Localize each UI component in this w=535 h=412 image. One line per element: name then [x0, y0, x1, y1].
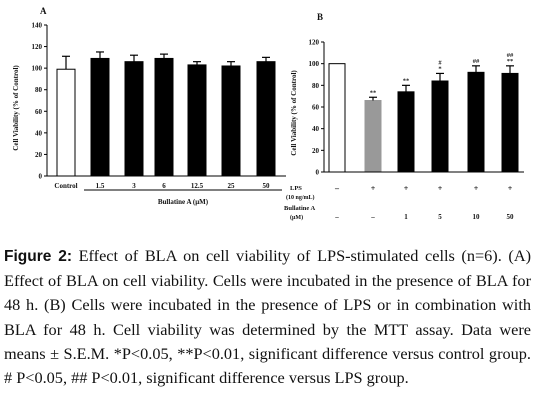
panel-b-bar — [328, 63, 346, 173]
panel-b-bar — [431, 80, 449, 173]
panel-a-bar — [90, 57, 110, 177]
panel-b-bar — [364, 100, 382, 173]
panel-a-y-tick-label: 140 — [32, 22, 43, 30]
panel-a-bar — [56, 68, 76, 177]
panel-b-y-tick-label: 20 — [312, 147, 320, 155]
panel-b-bar — [397, 91, 415, 173]
panel-a-x-tick-label: Control — [54, 182, 77, 190]
panel-a-y-tick-label: 100 — [32, 65, 43, 73]
panel-b-chart: B Cell Viability (% of Control) 0 20 40 60 8… — [284, 12, 524, 221]
panel-a-y-tick-label: 0 — [39, 173, 43, 181]
panel-a-bar — [221, 65, 241, 177]
panel-b-y-tick-label: 0 — [316, 169, 320, 177]
panel-b-significance-marker: ## ** — [507, 52, 514, 65]
panel-b-bullatine-value: – — [370, 213, 375, 221]
panel-a-x-tick-label: 12.5 — [191, 182, 204, 190]
panel-b-lps-value: + — [508, 184, 513, 193]
panel-b-lps-value: + — [438, 184, 443, 193]
panel-b-bar — [501, 72, 519, 173]
caption-label: Figure 2: — [4, 248, 72, 265]
panel-b-label: B — [317, 12, 323, 22]
panel-b-row2-label: Bullatine A — [284, 205, 316, 212]
panel-a-y-tick-label: 40 — [35, 129, 43, 137]
panel-a-x-tick-label: 1.5 — [96, 182, 105, 190]
panel-b-y-tick-label: 120 — [309, 39, 320, 47]
panel-a-x-tick-label: 25 — [228, 182, 236, 190]
panel-b-row2-sublabel: (μM) — [290, 214, 303, 221]
panel-b-row1-sublabel: (10 ng/mL) — [286, 194, 315, 201]
panel-a-bar — [154, 57, 174, 177]
panel-a-x-tick-label: 3 — [132, 182, 136, 190]
panel-b-bullatine-value: 1 — [404, 213, 408, 221]
panel-b-lps-value: – — [334, 184, 340, 193]
panel-a-y-tick-label: 120 — [32, 43, 43, 51]
panel-b-y-tick-label: 40 — [312, 125, 320, 133]
figure-caption: Figure 2: Effect of BLA on cell viabilit… — [4, 244, 531, 390]
panel-a-bar — [124, 61, 144, 177]
panel-b-y-tick-label: 100 — [309, 60, 320, 68]
caption-text: Effect of BLA on cell viability of LPS-s… — [4, 246, 531, 388]
panel-b-bullatine-value: 10 — [473, 213, 481, 221]
panel-a-chart: A Cell Viability (% of Control) 0 20 40 60 8… — [12, 6, 286, 206]
panel-b-y-tick-label: 60 — [312, 104, 320, 112]
panel-a-y-axis-label: Cell Viability (% of Control) — [12, 65, 20, 151]
panel-b-bullatine-value: 50 — [507, 213, 515, 221]
panel-b-significance-marker: ** — [370, 89, 377, 96]
panel-b-significance-marker: ## — [473, 58, 480, 65]
panel-b-bar — [467, 71, 485, 173]
panel-a-y-tick-label: 60 — [35, 108, 43, 116]
panel-b-significance-marker: ** — [403, 77, 410, 84]
panel-b-lps-value: + — [474, 184, 479, 193]
panel-b-lps-value: + — [404, 184, 409, 193]
panel-b-y-axis-label: Cell Viability (% of Control) — [290, 70, 298, 156]
panel-a-bar — [256, 61, 276, 177]
panel-b-lps-value: + — [371, 184, 376, 193]
panel-a-x-axis-label: Bullatine A (μM) — [158, 198, 209, 206]
panel-a-x-tick-label: 50 — [263, 182, 271, 190]
panel-a-y-tick-label: 80 — [35, 86, 43, 94]
panel-a-x-tick-label: 6 — [162, 182, 166, 190]
panel-b-bullatine-value: 5 — [438, 213, 442, 221]
panel-b-significance-marker: # * — [438, 59, 442, 72]
figure-panels: A Cell Viability (% of Control) 02040608… — [12, 6, 524, 221]
panel-a-label: A — [40, 6, 47, 16]
panel-b-y-tick-label: 80 — [312, 82, 320, 90]
panel-b-bullatine-value: – — [334, 213, 339, 221]
panel-a-bar — [187, 64, 207, 177]
panel-a-y-tick-label: 20 — [35, 151, 43, 159]
panel-b-row1-label: LPS — [290, 185, 302, 192]
